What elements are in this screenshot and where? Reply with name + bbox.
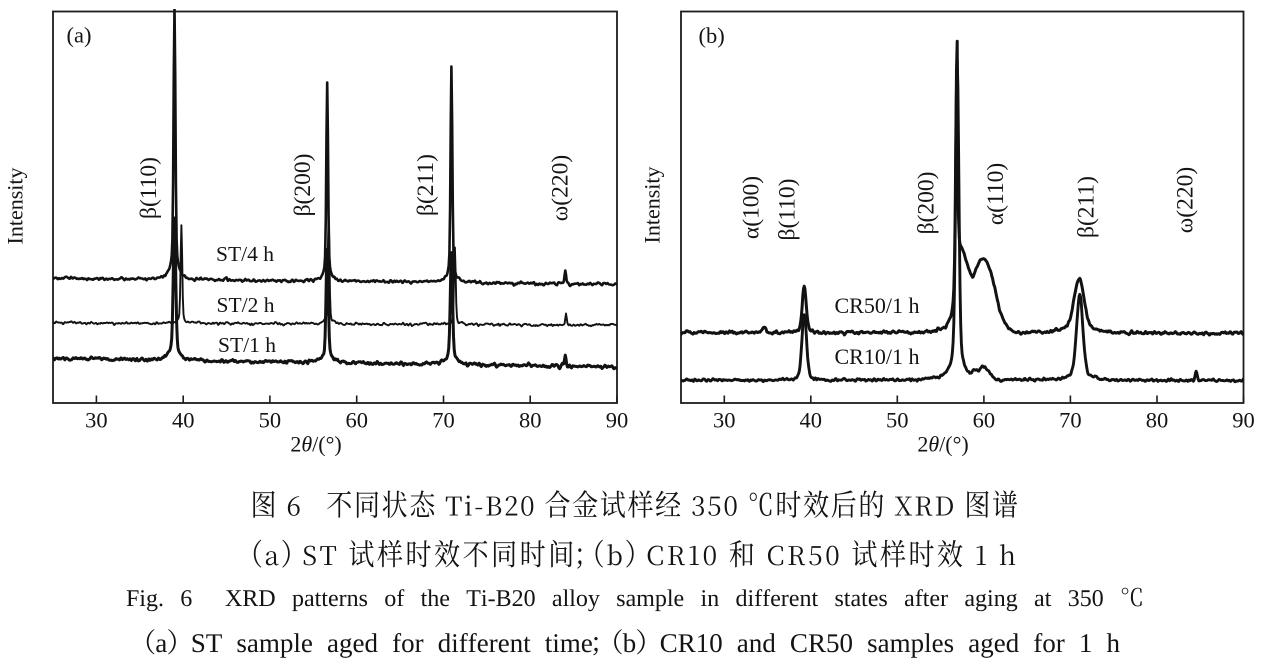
svg-text:ST/2 h: ST/2 h: [217, 293, 275, 317]
svg-text:90: 90: [606, 408, 629, 433]
svg-text:α(110): α(110): [983, 163, 1009, 225]
svg-text:40: 40: [172, 408, 195, 433]
svg-text:2θ/(°): 2θ/(°): [290, 432, 341, 457]
svg-text:CR10/1 h: CR10/1 h: [835, 344, 920, 369]
svg-text:β(211): β(211): [413, 154, 439, 216]
svg-text:50: 50: [886, 408, 909, 433]
svg-text:70: 70: [1059, 408, 1082, 433]
svg-text:50: 50: [259, 408, 282, 433]
svg-text:60: 60: [973, 408, 996, 433]
svg-text:30: 30: [85, 408, 108, 433]
svg-text:2θ/(°): 2θ/(°): [917, 432, 968, 457]
svg-text:ω(220): ω(220): [548, 155, 574, 221]
svg-text:CR50/1 h: CR50/1 h: [835, 293, 920, 318]
svg-text:α(100): α(100): [739, 176, 765, 239]
svg-text:β(211): β(211): [1074, 176, 1100, 238]
svg-text:β(200): β(200): [290, 154, 316, 217]
svg-text:80: 80: [519, 408, 542, 433]
svg-text:30: 30: [713, 408, 736, 433]
svg-text:β(200): β(200): [914, 172, 940, 235]
svg-text:ST/1 h: ST/1 h: [218, 333, 276, 357]
svg-text:β(110): β(110): [136, 157, 162, 219]
svg-text:Intensity: Intensity: [3, 168, 28, 245]
svg-text:(b): (b): [699, 23, 725, 48]
svg-text:70: 70: [432, 408, 455, 433]
svg-text:60: 60: [345, 408, 368, 433]
svg-text:ST/4 h: ST/4 h: [216, 242, 274, 266]
svg-text:Intensity: Intensity: [639, 167, 664, 244]
svg-text:ω(220): ω(220): [1173, 167, 1199, 233]
svg-text:80: 80: [1146, 408, 1169, 433]
svg-text:(a): (a): [67, 23, 92, 48]
svg-text:40: 40: [800, 408, 823, 433]
svg-text:90: 90: [1232, 408, 1255, 433]
svg-text:β(110): β(110): [775, 179, 801, 241]
